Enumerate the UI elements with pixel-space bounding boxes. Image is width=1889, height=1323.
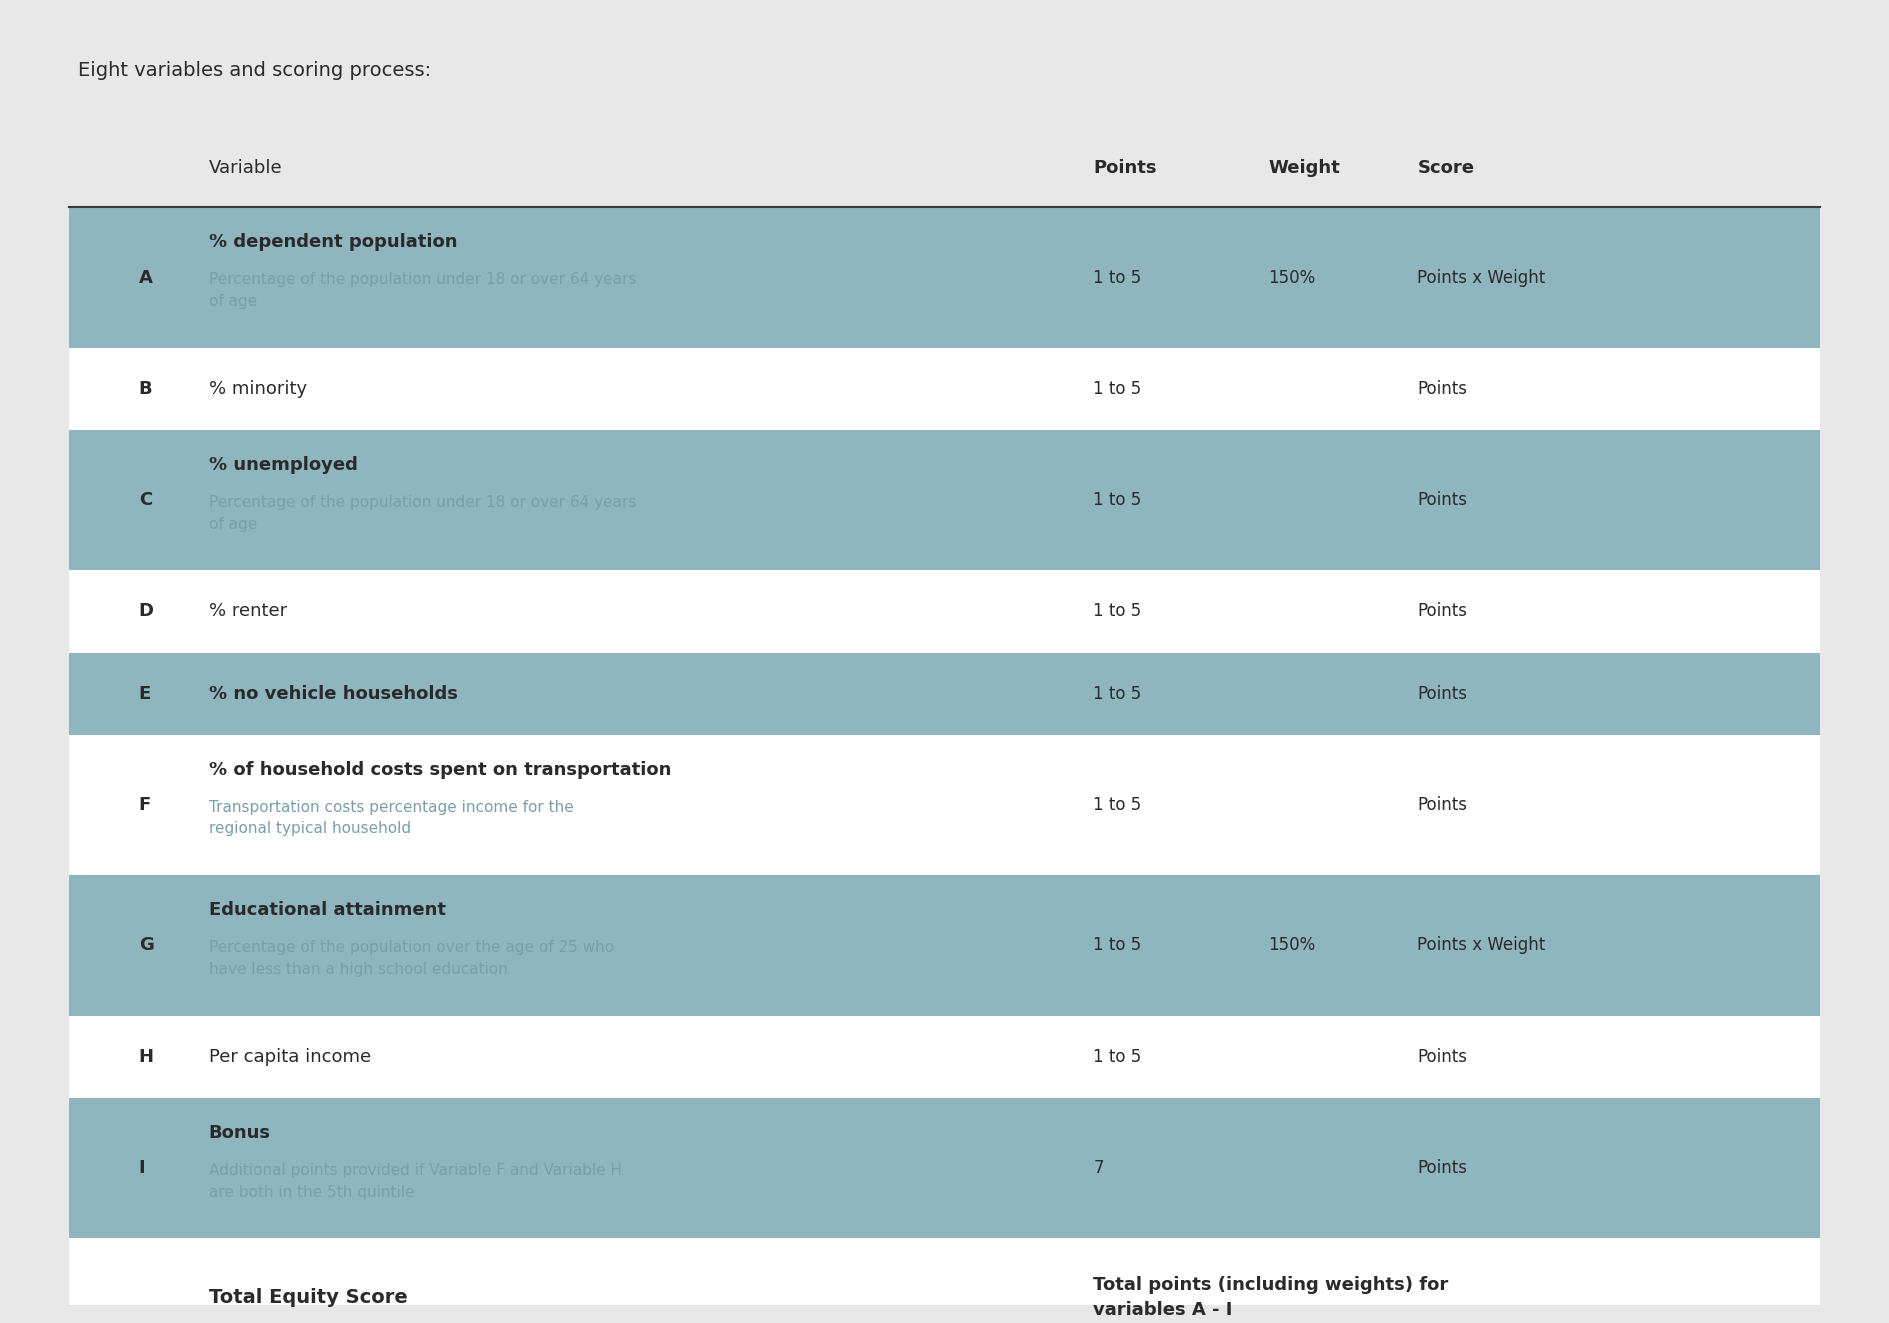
Text: Points: Points — [1417, 1048, 1468, 1066]
Bar — [68, 652, 1821, 734]
Text: B: B — [138, 380, 153, 398]
Text: Points: Points — [1094, 159, 1156, 177]
Text: A: A — [138, 269, 153, 287]
Text: 1 to 5: 1 to 5 — [1094, 380, 1141, 398]
Text: Educational attainment: Educational attainment — [210, 901, 446, 919]
Text: % dependent population: % dependent population — [210, 233, 457, 251]
Text: Weight: Weight — [1269, 159, 1341, 177]
Text: Points: Points — [1417, 602, 1468, 620]
Text: I: I — [138, 1159, 145, 1177]
Text: Points: Points — [1417, 1159, 1468, 1177]
Bar — [68, 208, 1821, 348]
Text: Transportation costs percentage income for the
regional typical household: Transportation costs percentage income f… — [210, 799, 574, 836]
Text: D: D — [138, 602, 153, 620]
Text: Points x Weight: Points x Weight — [1417, 269, 1545, 287]
Text: 1 to 5: 1 to 5 — [1094, 796, 1141, 814]
Text: H: H — [138, 1048, 153, 1066]
Bar — [68, 734, 1821, 875]
Text: Percentage of the population under 18 or over 64 years
of age: Percentage of the population under 18 or… — [210, 273, 637, 308]
Text: Total Equity Score: Total Equity Score — [210, 1287, 408, 1307]
Text: Additional points provided if Variable F and Variable H
are both in the 5th quin: Additional points provided if Variable F… — [210, 1163, 621, 1200]
Text: 1 to 5: 1 to 5 — [1094, 491, 1141, 509]
Text: Variable: Variable — [210, 159, 283, 177]
Text: Points: Points — [1417, 796, 1468, 814]
Text: % of household costs spent on transportation: % of household costs spent on transporta… — [210, 761, 671, 778]
Text: Points: Points — [1417, 491, 1468, 509]
Bar — [68, 1238, 1821, 1323]
Text: % unemployed: % unemployed — [210, 456, 357, 474]
Text: Percentage of the population over the age of 25 who
have less than a high school: Percentage of the population over the ag… — [210, 941, 614, 976]
Text: Total points (including weights) for
variables A - I: Total points (including weights) for var… — [1094, 1275, 1449, 1319]
Text: 1 to 5: 1 to 5 — [1094, 602, 1141, 620]
Text: Per capita income: Per capita income — [210, 1048, 370, 1066]
Text: Bonus: Bonus — [210, 1123, 270, 1142]
Text: Percentage of the population under 18 or over 64 years
of age: Percentage of the population under 18 or… — [210, 495, 637, 532]
Bar — [68, 430, 1821, 570]
Text: 1 to 5: 1 to 5 — [1094, 269, 1141, 287]
Text: F: F — [138, 796, 151, 814]
Text: % no vehicle households: % no vehicle households — [210, 684, 457, 703]
Text: 1 to 5: 1 to 5 — [1094, 1048, 1141, 1066]
Text: C: C — [138, 491, 151, 509]
Bar — [68, 348, 1821, 430]
Text: 1 to 5: 1 to 5 — [1094, 937, 1141, 954]
Text: E: E — [138, 684, 151, 703]
Text: % renter: % renter — [210, 602, 287, 620]
Text: G: G — [138, 937, 153, 954]
Bar — [68, 875, 1821, 1016]
Text: % minority: % minority — [210, 380, 306, 398]
Text: 150%: 150% — [1269, 937, 1317, 954]
Text: Points x Weight: Points x Weight — [1417, 937, 1545, 954]
Bar — [68, 570, 1821, 652]
Text: 150%: 150% — [1269, 269, 1317, 287]
Bar — [68, 1016, 1821, 1098]
Text: Points: Points — [1417, 380, 1468, 398]
Text: Points: Points — [1417, 684, 1468, 703]
Text: 7: 7 — [1094, 1159, 1103, 1177]
Text: Eight variables and scoring process:: Eight variables and scoring process: — [77, 61, 431, 81]
Bar — [68, 1098, 1821, 1238]
Text: Score: Score — [1417, 159, 1475, 177]
Text: 1 to 5: 1 to 5 — [1094, 684, 1141, 703]
